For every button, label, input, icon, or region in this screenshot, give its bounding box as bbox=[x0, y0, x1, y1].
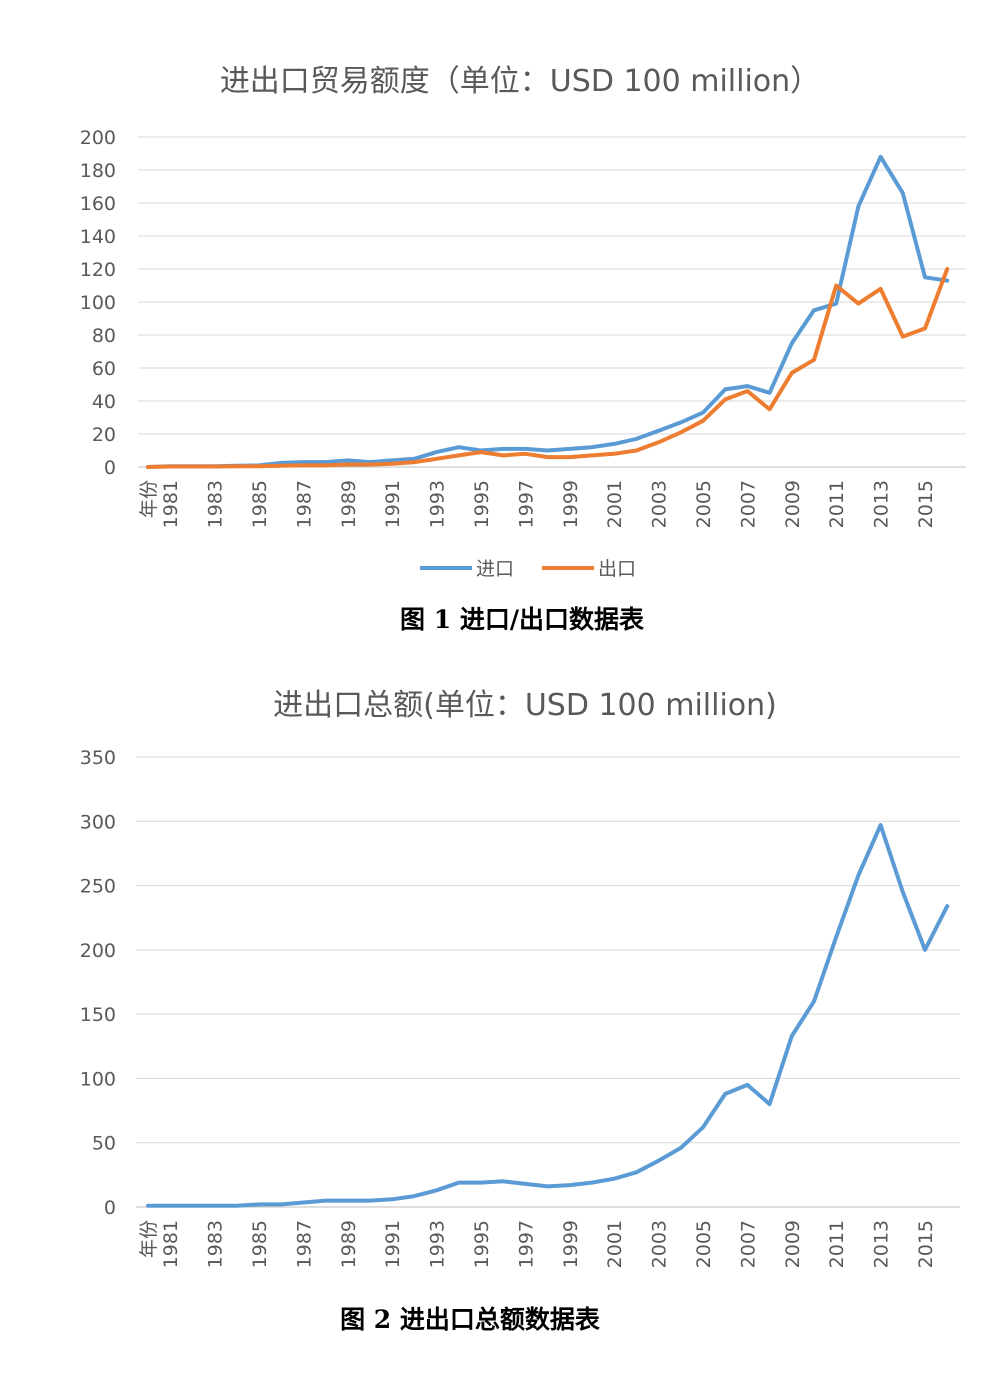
chart1-x-tick-label: 1983 bbox=[205, 480, 227, 528]
chart1-y-tick-label: 0 bbox=[104, 457, 116, 479]
chart2-series-line-0 bbox=[146, 823, 950, 1208]
chart2-y-tick-label: 50 bbox=[92, 1133, 116, 1155]
chart1-x-tick-label: 1981 bbox=[160, 480, 182, 528]
chart1-x-tick-label: 1989 bbox=[338, 480, 360, 528]
chart1-x-tick-label: 1991 bbox=[382, 480, 404, 528]
chart2-y-tick-label: 100 bbox=[80, 1068, 116, 1090]
chart2-x-tick-label: 1981 bbox=[160, 1220, 182, 1268]
chart1-y-tick-label: 80 bbox=[92, 325, 116, 347]
legend-label-0: 进口 bbox=[476, 558, 514, 580]
chart1-x-tick-label: 1997 bbox=[515, 480, 537, 528]
chart1-x-tick-label: 2005 bbox=[693, 480, 715, 528]
chart1-y-tick-label: 60 bbox=[92, 358, 116, 380]
chart1-x-tick-label: 1995 bbox=[471, 480, 493, 528]
chart2-x-tick-label: 2005 bbox=[693, 1220, 715, 1268]
chart1-y-tick-label: 120 bbox=[80, 259, 116, 281]
chart1-y-tick-label: 160 bbox=[80, 193, 116, 215]
chart1-x-tick-label: 年份 bbox=[138, 480, 160, 518]
chart1-y-tick-label: 20 bbox=[92, 424, 116, 446]
chart2-y-tick-label: 300 bbox=[80, 811, 116, 833]
chart1-x-tick-label: 2007 bbox=[737, 480, 759, 528]
chart1-x-tick-label: 2015 bbox=[915, 480, 937, 528]
chart1-x-tick-label: 2003 bbox=[649, 480, 671, 528]
chart2-x-tick-label: 1993 bbox=[427, 1220, 449, 1268]
chart2-x-tick-label: 2003 bbox=[649, 1220, 671, 1268]
chart2-x-tick-label: 1989 bbox=[338, 1220, 360, 1268]
chart1-series-line-0 bbox=[146, 154, 950, 469]
chart2-x-tick-label: 1995 bbox=[471, 1220, 493, 1268]
chart1-y-tick-label: 40 bbox=[92, 391, 116, 413]
chart1-x-tick-label: 1987 bbox=[293, 480, 315, 528]
chart2-y-tick-label: 250 bbox=[80, 876, 116, 898]
chart1-x-tick-label: 1999 bbox=[560, 480, 582, 528]
chart2-x-tick-label: 1991 bbox=[382, 1220, 404, 1268]
chart2-x-tick-label: 2011 bbox=[826, 1220, 848, 1268]
chart2-x-tick-label: 1987 bbox=[293, 1220, 315, 1268]
chart1-y-tick-label: 100 bbox=[80, 292, 116, 314]
chart1-y-tick-label: 140 bbox=[80, 226, 116, 248]
chart1-title: 进出口贸易额度（单位：USD 100 million） bbox=[219, 64, 821, 99]
chart1-y-tick-label: 200 bbox=[80, 127, 116, 149]
chart2-y-tick-label: 150 bbox=[80, 1004, 116, 1026]
figure2-caption: 图 2 进出口总额数据表 bbox=[340, 1305, 600, 1334]
chart2-x-tick-label: 1997 bbox=[515, 1220, 537, 1268]
chart2-x-tick-label: 2013 bbox=[871, 1220, 893, 1268]
chart1-series-line-1 bbox=[146, 267, 950, 469]
chart1-x-tick-label: 1993 bbox=[427, 480, 449, 528]
chart1-x-tick-label: 2013 bbox=[871, 480, 893, 528]
chart2-x-tick-label: 年份 bbox=[138, 1220, 160, 1258]
chart2-y-tick-label: 350 bbox=[80, 747, 116, 769]
chart1-x-tick-label: 2011 bbox=[826, 480, 848, 528]
chart2-x-tick-label: 2009 bbox=[782, 1220, 804, 1268]
chart2-x-tick-label: 2001 bbox=[604, 1220, 626, 1268]
chart1-x-tick-label: 1985 bbox=[249, 480, 271, 528]
figure1-caption: 图 1 进口/出口数据表 bbox=[400, 605, 644, 634]
chart1-y-tick-label: 180 bbox=[80, 160, 116, 182]
chart2-y-tick-label: 0 bbox=[104, 1197, 116, 1219]
chart2-x-tick-label: 2015 bbox=[915, 1220, 937, 1268]
chart2-x-tick-label: 1999 bbox=[560, 1220, 582, 1268]
chart2-x-tick-label: 1983 bbox=[205, 1220, 227, 1268]
chart2-x-tick-label: 2007 bbox=[737, 1220, 759, 1268]
chart1-x-tick-label: 2001 bbox=[604, 480, 626, 528]
chart2-y-tick-label: 200 bbox=[80, 940, 116, 962]
chart2-title: 进出口总额(单位：USD 100 million) bbox=[273, 688, 777, 723]
legend-label-1: 出口 bbox=[598, 558, 636, 580]
chart2-x-tick-label: 1985 bbox=[249, 1220, 271, 1268]
chart1-x-tick-label: 2009 bbox=[782, 480, 804, 528]
